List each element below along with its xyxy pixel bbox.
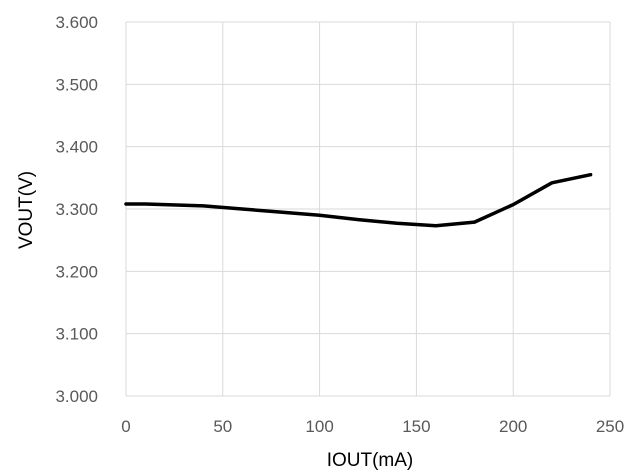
gridlines (125, 21, 611, 397)
x-axis-tick-labels: 0 50 100 150 200 250 (121, 417, 624, 436)
series-layer (124, 172, 593, 228)
y-tick-label: 3.300 (55, 200, 98, 219)
y-axis-title: VOUT(V) (16, 171, 37, 249)
y-tick-label: 3.400 (55, 138, 98, 157)
y-tick-label: 3.200 (55, 262, 98, 281)
y-axis-tick-labels: 3.000 3.100 3.200 3.300 3.400 3.500 3.600 (55, 13, 98, 406)
x-tick-label: 50 (213, 417, 232, 436)
y-tick-label: 3.100 (55, 325, 98, 344)
y-tick-label: 3.500 (55, 75, 98, 94)
y-tick-label: 3.600 (55, 13, 98, 32)
x-tick-label: 250 (596, 417, 624, 436)
x-axis-title: IOUT(mA) (327, 450, 414, 471)
x-tick-label: 200 (499, 417, 527, 436)
y-tick-label: 3.000 (55, 387, 98, 406)
x-tick-label: 100 (305, 417, 333, 436)
x-tick-label: 150 (402, 417, 430, 436)
series-line (124, 172, 593, 228)
x-tick-label: 0 (121, 417, 130, 436)
